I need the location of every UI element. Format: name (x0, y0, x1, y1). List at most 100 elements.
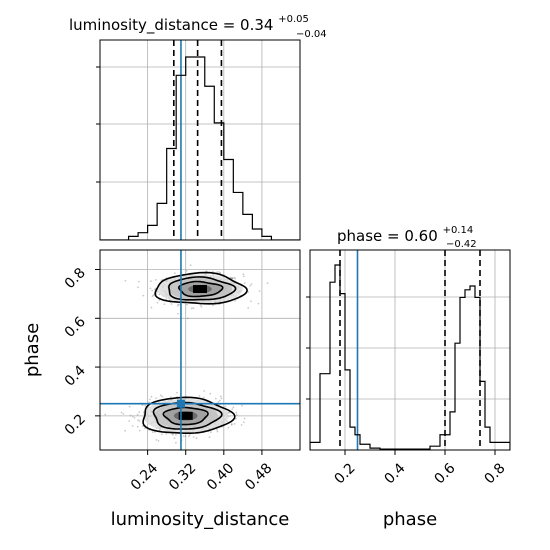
scatter-point-1-273 (195, 437, 198, 440)
scatter-point-0-444 (150, 306, 153, 309)
scatter-point-1-480 (157, 440, 160, 442)
scatter-point-1-179 (175, 433, 177, 436)
ytick-label-joint-2: 0.6 (62, 314, 89, 341)
ytick-label-joint-3: 0.8 (62, 265, 89, 292)
scatter-point-1-352 (175, 441, 177, 444)
scatter-point-1-269 (136, 425, 139, 428)
scatter-point-0-237 (242, 275, 245, 278)
scatter-point-1-431 (141, 404, 144, 406)
scatter-point-1-70 (153, 431, 156, 433)
scatter-point-1-610 (159, 394, 162, 397)
scatter-point-0-122 (150, 280, 152, 283)
scatter-point-1-319 (217, 401, 220, 403)
scatter-point-0-244 (137, 286, 139, 289)
panel-joint: 0.24 0.32 0.40 0.48 0.2 0.4 0.6 0.8 luminosity… (22, 249, 301, 530)
yticks-right (306, 296, 310, 400)
scatter-point-1-360 (150, 395, 153, 398)
scatter-point-0-175 (124, 279, 127, 282)
scatter-point-1-146 (232, 406, 235, 409)
scatter-point-0-18 (192, 307, 195, 310)
scatter-point-1-33 (122, 413, 125, 415)
scatter-point-0-538 (266, 282, 269, 285)
xtick-label-right-0: 0.2 (332, 460, 359, 487)
scatter-point-0-184 (177, 303, 179, 306)
scatter-point-1-141 (149, 398, 151, 401)
scatter-point-0-367 (189, 264, 192, 266)
scatter-point-1-64 (144, 427, 146, 430)
grid-top (100, 40, 300, 240)
xtick-label-right-2: 0.6 (432, 460, 459, 487)
contour-0-2 (177, 280, 224, 298)
title-phase: phase = 0.60 +0.14 (337, 225, 473, 245)
yticks-top (96, 66, 100, 183)
scatter-point-1-134 (216, 430, 219, 433)
scatter-point-0-223 (258, 290, 261, 292)
xtick-label-right-1: 0.4 (382, 460, 409, 487)
scatter-point-1-599 (192, 436, 195, 438)
scatter-point-0-261 (218, 271, 221, 273)
scatter-point-1-219 (136, 413, 139, 416)
scatter-point-0-257 (156, 290, 159, 293)
scatter-point-1-375 (173, 437, 176, 440)
histogram-phase (310, 264, 510, 450)
scatter-point-1-617 (208, 436, 211, 439)
scatter-point-1-556 (243, 421, 245, 423)
scatter-point-1-58 (131, 425, 134, 427)
scatter-point-0-436 (205, 270, 208, 272)
scatter-point-0-285 (190, 307, 193, 310)
contour-1-1 (152, 401, 223, 430)
scatter-point-0-561 (212, 304, 214, 307)
scatter-point-1-331 (120, 411, 123, 414)
scatter-point-1-545 (161, 395, 164, 398)
scatter-point-0-359 (154, 288, 156, 291)
scatter-point-1-62 (231, 408, 234, 410)
scatter-point-0-518 (200, 305, 203, 308)
scatter-point-1-104 (198, 395, 201, 397)
scatter-point-1-111 (219, 399, 221, 402)
title-phase-main: phase = 0.60 (337, 227, 438, 245)
scatter-point-0-194 (216, 271, 219, 273)
scatter-point-0-418 (142, 294, 145, 297)
scatter-point-1-633 (129, 414, 132, 417)
density-core-1 (178, 411, 193, 420)
scatter-point-1-272 (220, 397, 223, 400)
scatter-point-1-293 (144, 404, 147, 407)
ytick-label-joint-0: 0.2 (62, 411, 89, 438)
scatter-point-0-53 (154, 279, 157, 281)
scatter-point-1-436 (240, 424, 243, 426)
scatter-point-1-534 (142, 425, 144, 428)
scatter-point-1-280 (172, 433, 174, 436)
contour-1-0 (142, 396, 236, 434)
xticks-right: 0.2 0.4 0.6 0.8 (332, 450, 509, 487)
scatter-point-1-446 (138, 429, 141, 432)
scatter-point-0-522 (186, 317, 189, 320)
scatter-point-0-43 (234, 277, 237, 280)
scatter-point-0-189 (176, 305, 179, 307)
xlabel-luminosity-distance: luminosity_distance (111, 509, 290, 530)
scatter-point-1-533 (227, 426, 230, 429)
scatter-point-0-497 (163, 303, 166, 306)
panel-marginal-phase: 0.2 0.4 0.6 0.8 phase = 0.60 +0.14 −0.42 ph… (306, 225, 511, 530)
scatter-point-1-188 (214, 397, 217, 400)
scatter-point-1-339 (187, 435, 190, 438)
scatter-point-0-384 (233, 276, 236, 279)
contour-1-2 (162, 406, 209, 426)
histogram-luminosity-distance (100, 56, 300, 240)
scatter-point-1-328 (241, 404, 243, 407)
truth-marker (176, 399, 185, 408)
truth-lines-joint (100, 250, 300, 450)
scatter-point-0-528 (149, 287, 152, 290)
scatter-point-0-115 (165, 298, 168, 301)
scatter-point-0-571 (242, 273, 245, 276)
scatter-point-0-55 (231, 277, 234, 279)
scatter-point-0-482 (151, 289, 154, 292)
scatter-point-0-314 (247, 306, 250, 309)
xtick-label-joint-1: 0.32 (166, 460, 199, 493)
scatter-point-1-404 (155, 439, 158, 441)
scatter-point-0-490 (211, 270, 214, 273)
scatter-point-1-42 (138, 420, 141, 422)
scatter-point-0-287 (219, 272, 222, 274)
scatter-point-0-443 (151, 295, 154, 298)
frame-joint (99, 249, 301, 451)
scatter-point-1-573 (209, 392, 212, 395)
